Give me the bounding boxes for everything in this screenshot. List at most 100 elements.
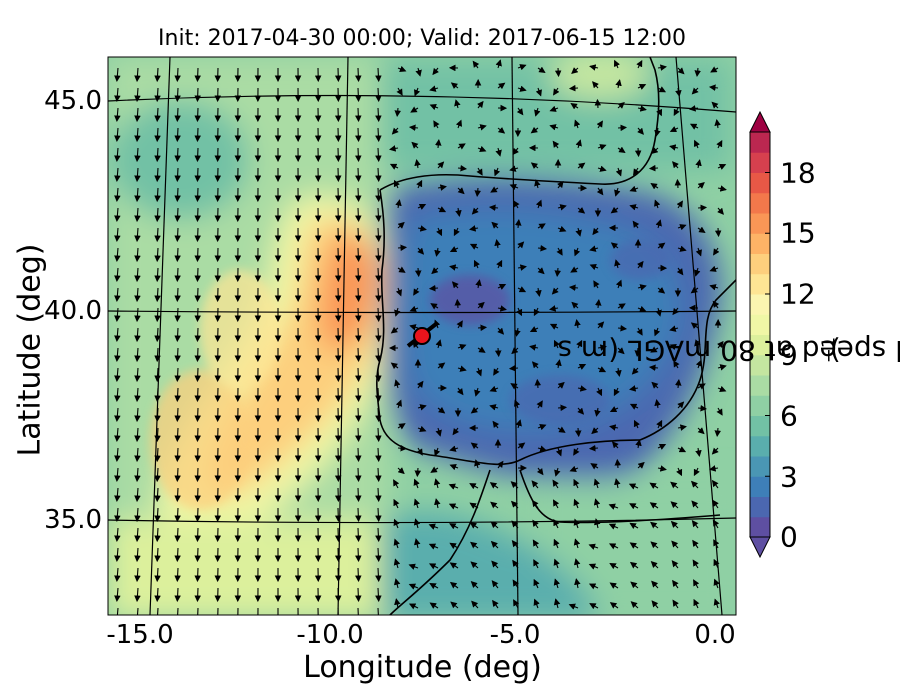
wind-arrow xyxy=(355,67,362,83)
wind-arrow xyxy=(593,498,601,509)
wind-arrow xyxy=(697,404,708,412)
wind-arrow xyxy=(617,102,625,109)
wind-arrow xyxy=(435,427,442,437)
wind-arrow xyxy=(194,487,201,503)
wind-arrow xyxy=(397,444,408,452)
wind-arrow xyxy=(694,67,701,78)
wind-arrow xyxy=(355,507,362,523)
wind-arrow xyxy=(491,560,499,569)
colorbar xyxy=(749,110,771,559)
wind-arrow xyxy=(355,367,362,383)
wind-arrow xyxy=(375,147,382,163)
colorbar-segment xyxy=(750,152,770,173)
wind-arrow xyxy=(552,499,560,509)
wind-arrow xyxy=(194,187,201,203)
wind-arrow xyxy=(573,447,580,456)
wind-arrow xyxy=(636,260,644,269)
wind-arrow xyxy=(134,147,141,163)
wind-arrow xyxy=(609,406,619,413)
wind-arrow xyxy=(355,167,362,183)
wind-arrow xyxy=(114,467,121,483)
wind-arrow xyxy=(655,219,662,229)
wind-arrow xyxy=(710,66,719,73)
wind-arrow xyxy=(636,59,643,69)
wind-arrow xyxy=(114,67,121,83)
wind-arrow xyxy=(134,567,141,583)
wind-arrow xyxy=(574,247,581,257)
wind-arrow xyxy=(669,344,679,351)
wind-arrow xyxy=(449,523,459,530)
wind-arrow xyxy=(617,303,626,310)
wind-arrow xyxy=(194,247,201,263)
wind-arrow xyxy=(174,427,181,443)
wind-arrow xyxy=(671,560,679,569)
wind-arrow xyxy=(613,387,620,397)
wind-arrow xyxy=(591,427,599,435)
wind-arrow xyxy=(557,204,567,211)
wind-arrow xyxy=(116,607,119,615)
wind-arrow xyxy=(174,127,181,143)
wind-arrow xyxy=(355,127,362,143)
wind-arrow xyxy=(114,167,121,183)
wind-arrow xyxy=(355,247,362,263)
wind-arrow xyxy=(375,187,382,203)
wind-arrow xyxy=(656,107,663,117)
wind-arrow xyxy=(691,500,699,509)
wind-arrow xyxy=(596,387,603,397)
wind-arrow xyxy=(473,259,480,269)
wind-arrow xyxy=(448,503,459,510)
wind-arrow xyxy=(517,442,526,450)
wind-arrow xyxy=(114,587,121,603)
wind-arrow xyxy=(408,603,419,610)
wind-arrow xyxy=(535,87,542,97)
wind-arrow xyxy=(637,461,645,469)
wind-arrow xyxy=(375,87,382,103)
wind-arrow xyxy=(490,521,499,529)
wind-arrow xyxy=(673,360,680,369)
wind-arrow xyxy=(154,287,161,303)
wind-arrow xyxy=(511,520,519,529)
wind-arrow xyxy=(515,419,522,429)
wind-arrow xyxy=(677,245,687,252)
wind-arrow xyxy=(375,447,382,463)
wind-arrow xyxy=(472,60,480,69)
wind-arrow xyxy=(574,427,582,438)
wind-arrow xyxy=(114,347,121,363)
wind-arrow xyxy=(397,467,405,475)
wind-arrow xyxy=(654,127,661,137)
wind-arrow xyxy=(174,507,181,523)
wind-arrow xyxy=(490,501,499,509)
wind-arrow xyxy=(553,578,561,589)
wind-arrow xyxy=(428,523,439,530)
wind-arrow xyxy=(413,518,421,529)
wind-arrow xyxy=(677,401,685,409)
wind-arrow xyxy=(573,498,580,509)
wind-arrow xyxy=(533,598,540,609)
wind-arrow xyxy=(517,241,525,249)
wind-arrow xyxy=(677,67,685,75)
wind-arrow xyxy=(375,567,382,583)
wind-arrow xyxy=(437,161,445,169)
wind-arrow xyxy=(174,567,181,583)
wind-arrow xyxy=(489,482,499,489)
wind-arrow xyxy=(114,87,121,103)
wind-vector-field xyxy=(114,59,727,615)
wind-arrow xyxy=(557,426,566,433)
wind-arrow xyxy=(570,266,579,273)
wind-arrow xyxy=(114,387,121,403)
wind-arrow xyxy=(134,507,141,523)
wind-arrow xyxy=(134,327,141,343)
wind-arrow xyxy=(634,147,642,158)
colorbar-segment xyxy=(750,375,770,396)
wind-arrow xyxy=(134,387,141,403)
wind-arrow xyxy=(355,267,362,283)
wind-arrow xyxy=(657,443,667,450)
wind-arrow xyxy=(393,498,400,509)
wind-arrow xyxy=(134,207,141,223)
wind-arrow xyxy=(615,367,622,377)
wind-arrow xyxy=(690,480,699,489)
x-tick-label: -15.0 xyxy=(106,620,174,650)
wind-arrow xyxy=(693,139,700,149)
wind-arrow xyxy=(517,64,527,71)
